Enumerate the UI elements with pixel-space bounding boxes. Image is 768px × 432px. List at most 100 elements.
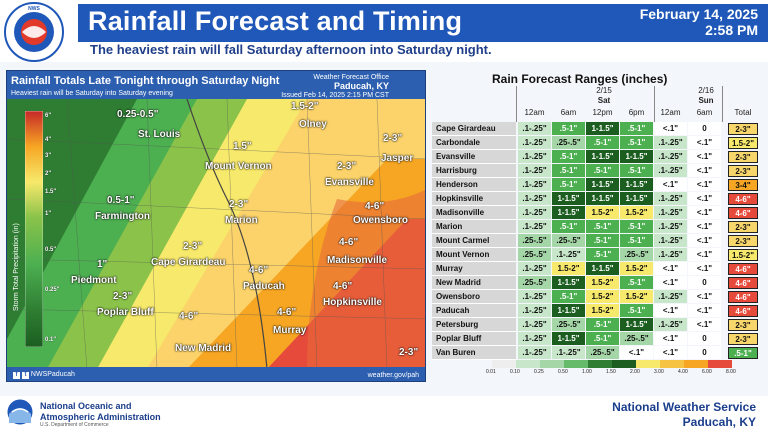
forecast-cell: .25-.5" [518,234,551,247]
forecast-cell: .1-.25" [518,178,551,191]
city-label: Madisonville [327,255,388,266]
forecast-cell: 1.5-2" [552,262,585,275]
forecast-cell: .1-.25" [518,332,551,345]
total-cell: 1.5-2" [728,137,758,149]
social-handle[interactable]: NWSPaducah [30,371,75,378]
amount-label: 4-6" [249,265,269,276]
amount-label: 2-3" [229,199,249,210]
scale-swatch [684,360,708,368]
map-issued: Issued Feb 14, 2025 2:15 PM CST [281,92,389,99]
time-header: 12am [524,108,545,117]
scale-tick: 1.50 [606,369,616,375]
total-cell: 2-3" [728,123,758,135]
color-scale [492,360,732,368]
header-band: Rainfall Forecast and Timing February 14… [78,4,768,42]
row-city: Cape Girardeau [432,122,516,136]
amount-label: 2-3" [383,133,403,144]
forecast-cell: .1-.25" [518,122,551,135]
city-label: New Madrid [175,343,232,354]
amount-label: 1.5-2" [291,101,319,112]
amount-label: 2-3" [399,347,419,358]
twitter-icon[interactable]: t [21,372,29,379]
legend-tick: 0.1" [45,337,57,343]
nws-line1: National Weather Service [612,400,756,414]
forecast-cell: .25-.5" [518,248,551,261]
amount-label: 2-3" [337,161,357,172]
map-social[interactable]: f t NWSPaducah [13,371,75,379]
amount-label: 4-6" [365,201,385,212]
forecast-cell: <.1" [688,318,721,331]
page-title: Rainfall Forecast and Timing [88,6,463,36]
forecast-cell: 1-1.5" [586,122,619,135]
table-title: Rain Forecast Ranges (inches) [492,72,668,86]
scale-tick: 0.10 [510,369,520,375]
forecast-cell: <.1" [654,346,687,359]
amount-label: 1.5" [233,141,252,152]
legend-bar [25,111,43,347]
forecast-cell: 1-1.5" [552,206,585,219]
scale-tick: 0.25 [534,369,544,375]
noaa-name: National Oceanic and Atmospheric Adminis… [40,401,161,423]
legend-tick: 2" [45,171,52,177]
scale-swatch [492,360,516,368]
forecast-cell: .1-.25" [654,318,687,331]
map-graphic [7,99,425,369]
header-time: 2:58 PM [705,22,758,38]
rainfall-map: Rainfall Totals Late Tonight through Sat… [6,70,426,382]
total-cell: 4-6" [728,193,758,205]
forecast-cell: 1-1.5" [552,192,585,205]
forecast-cell: .5-1" [620,136,653,149]
city-label: Paducah [243,281,285,292]
city-label: Farmington [95,211,150,222]
city-label: Jasper [381,153,414,164]
forecast-cell: <.1" [654,304,687,317]
city-label: Murray [273,325,307,336]
facebook-icon[interactable]: f [13,372,20,379]
total-cell: 4-6" [728,263,758,275]
forecast-cell: .5-1" [586,234,619,247]
city-label: Poplar Bluff [97,307,154,318]
scale-swatch [612,360,636,368]
forecast-cell: 1.5-2" [586,206,619,219]
forecast-cell: <.1" [688,248,721,261]
total-cell: 4-6" [728,291,758,303]
forecast-cell: 0 [688,122,721,135]
city-label: Marion [225,215,258,226]
forecast-cell: 1.5-2" [586,290,619,303]
total-cell: 1.5-2" [728,249,758,261]
total-cell: .5-1" [728,347,758,359]
day1-name: Sat [597,96,611,105]
forecast-cell: .1-.25" [654,290,687,303]
forecast-cell: .5-1" [620,122,653,135]
row-city: Madisonville [432,206,516,220]
scale-swatch [540,360,564,368]
forecast-cell: .1-.25" [518,262,551,275]
forecast-cell: .1-.25" [518,206,551,219]
forecast-cell: <.1" [654,262,687,275]
forecast-cell: .5-1" [620,220,653,233]
forecast-cell: .1-.25" [654,234,687,247]
divider [516,86,517,122]
scale-tick: 4.00 [678,369,688,375]
scale-tick: 6.00 [702,369,712,375]
row-city: Mount Vernon [432,248,516,262]
map-office-line1: Weather Forecast Office [313,74,389,81]
forecast-cell: .1-.25" [654,248,687,261]
forecast-cell: .5-1" [620,164,653,177]
forecast-cell: .25-.5" [552,318,585,331]
row-city: Poplar Bluff [432,332,516,346]
map-url[interactable]: weather.gov/pah [367,372,419,379]
forecast-cell: 1.5-2" [586,276,619,289]
forecast-cell: <.1" [688,262,721,275]
rain-table: Rain Forecast Ranges (inches) 2/15 Sat 2… [432,70,766,382]
forecast-cell: .5-1" [620,304,653,317]
forecast-cell: 0 [688,346,721,359]
city-label: Evansville [325,177,374,188]
total-cell: 4-6" [728,277,758,289]
map-office: Weather Forecast Office Paducah, KY Issu… [281,73,389,100]
amount-label: 0.5-1" [107,195,135,206]
map-office-line2: Paducah, KY [333,81,389,91]
forecast-cell: .1-.25" [552,248,585,261]
forecast-cell: .1-.25" [518,192,551,205]
